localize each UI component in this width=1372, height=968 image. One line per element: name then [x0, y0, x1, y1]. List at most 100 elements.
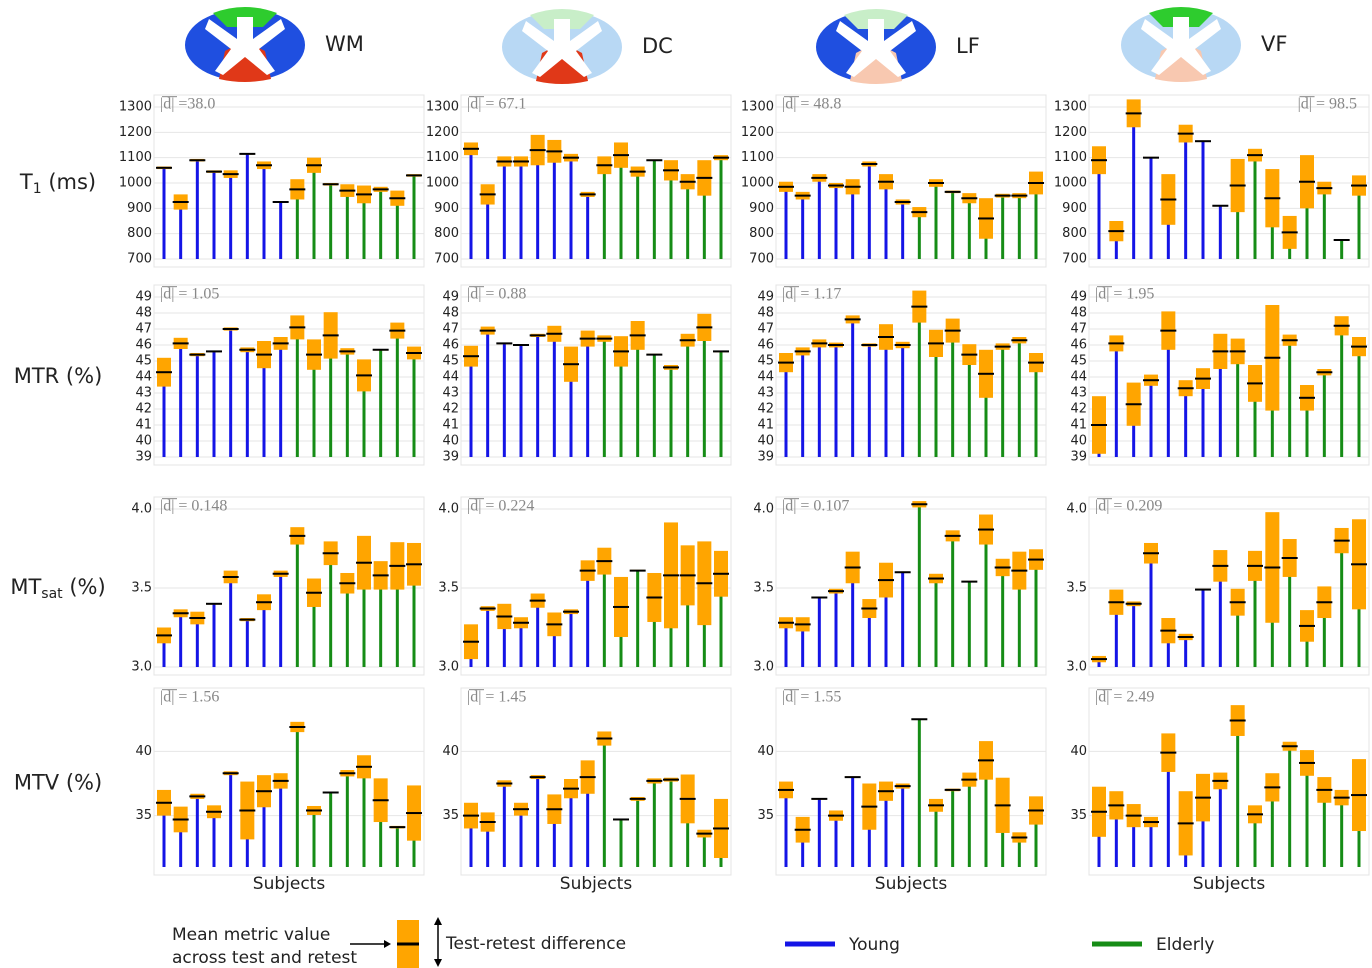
- y-tick-label: 39: [442, 450, 459, 465]
- panel: 3.0 3.5 4.0 |d| = 0.148: [131, 496, 425, 676]
- y-tick-label: 3.0: [753, 660, 774, 675]
- y-tick-label: 40: [757, 744, 774, 759]
- annotation: |d| = 48.8: [782, 96, 841, 113]
- plot-frame: [153, 284, 425, 466]
- y-tick-label: 39: [757, 450, 774, 465]
- y-tick-label: 47: [135, 322, 152, 337]
- y-tick-label: 49: [442, 290, 459, 305]
- y-tick-label: 45: [757, 354, 774, 369]
- region-icon: [1121, 7, 1241, 82]
- row-label-sub: sat: [41, 586, 63, 602]
- legend-label: Young: [848, 935, 900, 955]
- y-tick-label: 900: [1062, 201, 1087, 216]
- y-tick-label: 35: [1070, 808, 1087, 823]
- annotation: |d| = 1.95: [1095, 286, 1154, 303]
- y-tick-label: 42: [135, 402, 152, 417]
- y-tick-label: 45: [442, 354, 459, 369]
- y-tick-label: 1300: [1054, 100, 1087, 115]
- panel: 35 40 |d| = 1.56 Subjects: [135, 687, 425, 894]
- column-title: VF: [1261, 32, 1287, 56]
- legend-label: Elderly: [1156, 935, 1215, 955]
- legend-arrow-head: [384, 940, 391, 948]
- row-label-unit: (ms): [42, 170, 96, 194]
- annotation: |d| = 2.49: [1095, 689, 1154, 706]
- y-tick-label: 44: [442, 370, 459, 385]
- plot-frame: [775, 496, 1047, 676]
- y-tick-label: 1100: [1054, 150, 1087, 165]
- plot-frame: [775, 687, 1047, 876]
- y-tick-label: 41: [757, 418, 774, 433]
- y-tick-label: 46: [135, 338, 152, 353]
- y-tick-label: 700: [749, 252, 774, 267]
- y-tick-label: 46: [1070, 338, 1087, 353]
- y-tick-label: 48: [135, 306, 152, 321]
- y-tick-label: 3.5: [1066, 581, 1087, 596]
- annotation: |d| = 0.224: [467, 498, 534, 515]
- y-tick-label: 35: [135, 808, 152, 823]
- y-tick-label: 4.0: [438, 502, 459, 517]
- row-label: T1 (ms): [19, 170, 96, 197]
- y-tick-label: 1000: [741, 176, 774, 191]
- panel: 35 40 |d| = 2.49 Subjects: [1070, 687, 1370, 894]
- y-tick-label: 3.0: [131, 660, 152, 675]
- y-tick-label: 1200: [741, 125, 774, 140]
- y-tick-label: 800: [749, 226, 774, 241]
- y-tick-label: 41: [1070, 418, 1087, 433]
- row-label-unit: (%): [63, 575, 106, 599]
- y-tick-label: 40: [757, 434, 774, 449]
- y-tick-label: 1200: [119, 125, 152, 140]
- y-tick-label: 800: [127, 226, 152, 241]
- row-label-main: T: [19, 170, 33, 194]
- plot-frame: [460, 94, 732, 268]
- y-tick-label: 1200: [1054, 125, 1087, 140]
- y-tick-label: 1100: [426, 150, 459, 165]
- legend-mean-line1: Mean metric value: [172, 925, 330, 945]
- panel: 700 800 900 1000 1100 1200 1300 |d| = 98.5: [1054, 94, 1370, 268]
- panel: 35 40 |d| = 1.45 Subjects: [442, 687, 732, 894]
- grey-matter: [205, 17, 285, 75]
- y-tick-label: 48: [757, 306, 774, 321]
- y-tick-label: 3.5: [438, 581, 459, 596]
- legend: Mean metric value across test and retest…: [172, 917, 1215, 968]
- row-label: MTsat (%): [10, 575, 105, 602]
- panel: 700 800 900 1000 1100 1200 1300 |d| =38.0: [119, 94, 425, 268]
- y-tick-label: 900: [127, 201, 152, 216]
- plot-frame: [1088, 94, 1370, 268]
- y-tick-label: 4.0: [131, 502, 152, 517]
- region-icon: [816, 9, 936, 84]
- plot-frame: [153, 94, 425, 268]
- plot-frame: [153, 687, 425, 876]
- y-tick-label: 47: [757, 322, 774, 337]
- panel: 35 40 |d| = 1.55 Subjects: [757, 687, 1047, 894]
- x-axis-label: Subjects: [560, 874, 633, 894]
- y-tick-label: 45: [1070, 354, 1087, 369]
- annotation: |d| = 1.17: [782, 286, 841, 303]
- y-tick-label: 4.0: [1066, 502, 1087, 517]
- y-tick-label: 44: [757, 370, 774, 385]
- y-tick-label: 44: [1070, 370, 1087, 385]
- plot-frame: [460, 284, 732, 466]
- y-tick-label: 40: [135, 434, 152, 449]
- y-tick-label: 1000: [1054, 176, 1087, 191]
- y-tick-label: 46: [757, 338, 774, 353]
- annotation: |d| = 1.56: [160, 689, 219, 706]
- panel: 3.0 3.5 4.0 |d| = 0.209: [1066, 496, 1370, 676]
- y-tick-label: 1100: [119, 150, 152, 165]
- y-tick-label: 47: [1070, 322, 1087, 337]
- x-axis-label: Subjects: [253, 874, 326, 894]
- panel: 700 800 900 1000 1100 1200 1300 |d| = 48.8: [741, 94, 1047, 268]
- y-tick-label: 40: [442, 744, 459, 759]
- y-tick-label: 39: [135, 450, 152, 465]
- plot-frame: [775, 284, 1047, 466]
- panel: 700 800 900 1000 1100 1200 1300 |d| = 67.1: [426, 94, 732, 268]
- region-icons: WM DC LF VF: [185, 7, 1287, 84]
- plot-frame: [153, 496, 425, 676]
- y-tick-label: 49: [135, 290, 152, 305]
- legend-mean-line2: across test and retest: [172, 948, 357, 968]
- x-axis-label: Subjects: [875, 874, 948, 894]
- row-label-main: MTV (%): [14, 771, 102, 795]
- region-icon: [502, 9, 622, 84]
